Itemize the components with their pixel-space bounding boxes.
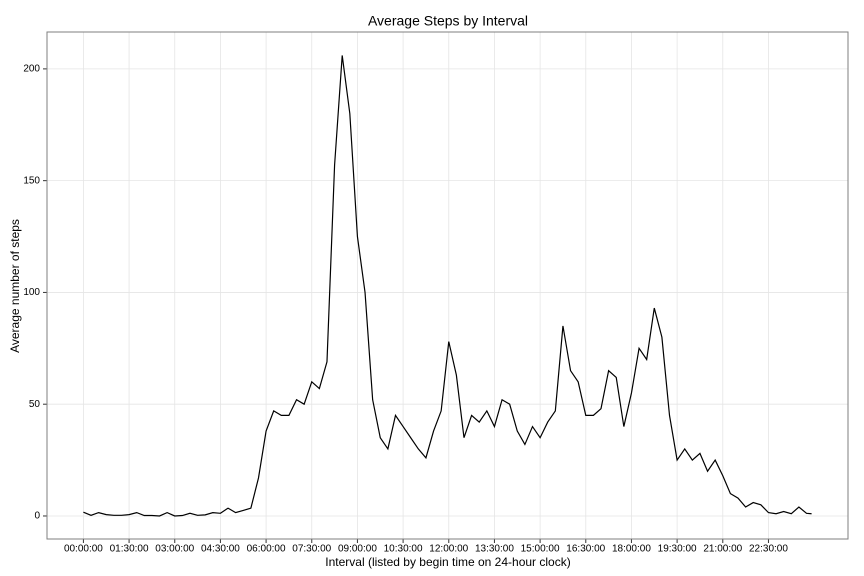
line (83, 55, 812, 517)
x-tick-label: 09:00:00 (338, 544, 377, 555)
x-tick-label: 10:30:00 (384, 544, 423, 555)
x-tick-label: 18:00:00 (612, 544, 651, 555)
x-tick-label: 03:00:00 (155, 544, 194, 555)
x-tick-label: 13:30:00 (475, 544, 514, 555)
y-tick-label: 150 (23, 175, 40, 186)
y-tick-label: 200 (23, 64, 40, 75)
x-tick-label: 22:30:00 (749, 544, 788, 555)
y-tick-label: 100 (23, 287, 40, 298)
x-tick-label: 15:00:00 (521, 544, 560, 555)
x-tick-label: 04:30:00 (201, 544, 240, 555)
x-tick-label: 19:30:00 (658, 544, 697, 555)
x-tick-label: 16:30:00 (566, 544, 605, 555)
chart-title: Average Steps by Interval (368, 13, 528, 29)
x-tick-label: 12:00:00 (429, 544, 468, 555)
x-tick-label: 21:00:00 (703, 544, 742, 555)
x-tick-label: 01:30:00 (110, 544, 149, 555)
x-tick-label: 07:30:00 (292, 544, 331, 555)
y-tick-label: 0 (34, 511, 40, 522)
plot-border (46, 31, 849, 540)
y-tick-label: 50 (29, 399, 41, 410)
x-tick-label: 06:00:00 (247, 544, 286, 555)
y-axis-title: Average number of steps (8, 219, 22, 353)
x-axis-title: Interval (listed by begin time on 24-hou… (325, 555, 570, 569)
x-tick-label: 00:00:00 (64, 544, 103, 555)
